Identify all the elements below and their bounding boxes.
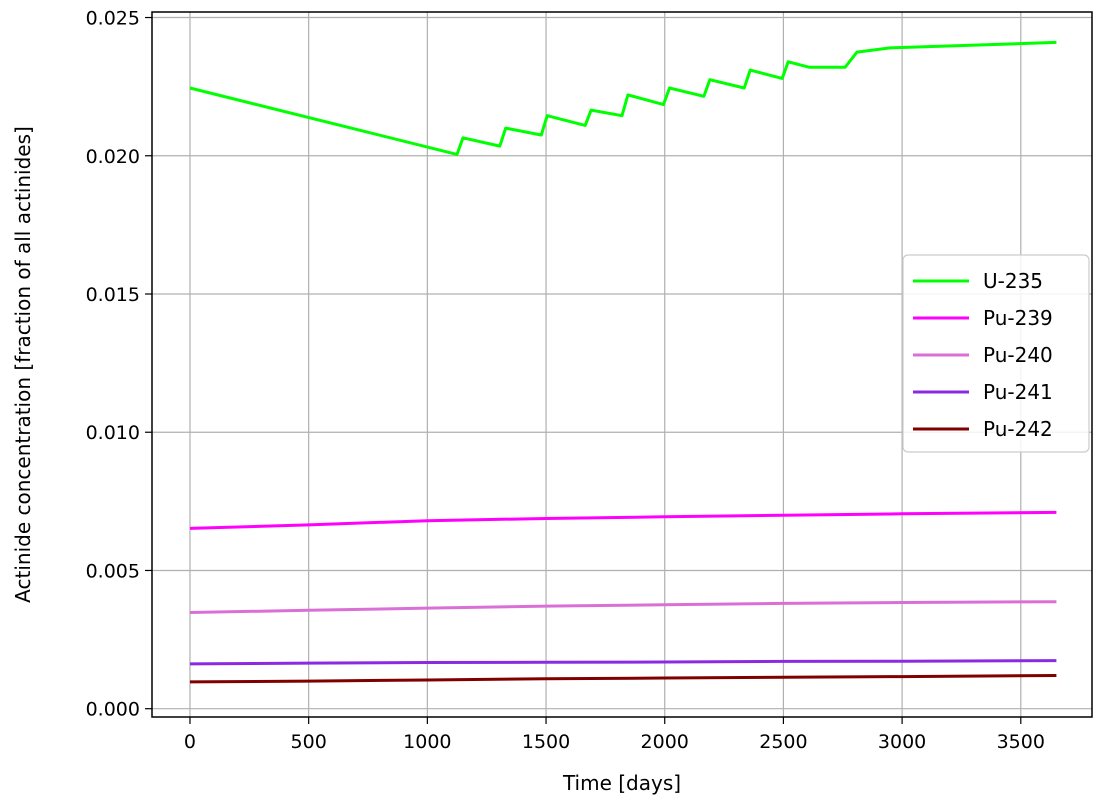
x-tick-label: 3000 <box>878 731 926 753</box>
x-axis-label: Time [days] <box>562 771 681 795</box>
legend-label: Pu-239 <box>983 306 1053 330</box>
y-tick-label: 0.005 <box>86 560 140 582</box>
y-tick-label: 0.000 <box>86 699 140 721</box>
y-tick-label: 0.015 <box>86 284 140 306</box>
x-tick-label: 2500 <box>759 731 807 753</box>
y-tick-label: 0.010 <box>86 422 140 444</box>
legend-label: U-235 <box>983 269 1043 293</box>
x-tick-label: 500 <box>291 731 327 753</box>
x-tick-label: 0 <box>184 731 196 753</box>
x-tick-label: 2000 <box>641 731 689 753</box>
legend-label: Pu-241 <box>983 380 1053 404</box>
x-tick-label: 3500 <box>997 731 1045 753</box>
legend-label: Pu-240 <box>983 343 1053 367</box>
y-tick-label: 0.020 <box>86 146 140 168</box>
legend-label: Pu-242 <box>983 417 1053 441</box>
legend: U-235 Pu-239 Pu-240 Pu-241 Pu-242 <box>903 255 1089 452</box>
x-tick-label: 1500 <box>522 731 570 753</box>
y-axis-label: Actinide concentration [fraction of all … <box>11 126 35 603</box>
x-tick-label: 1000 <box>403 731 451 753</box>
y-tick-label: 0.025 <box>86 8 140 30</box>
